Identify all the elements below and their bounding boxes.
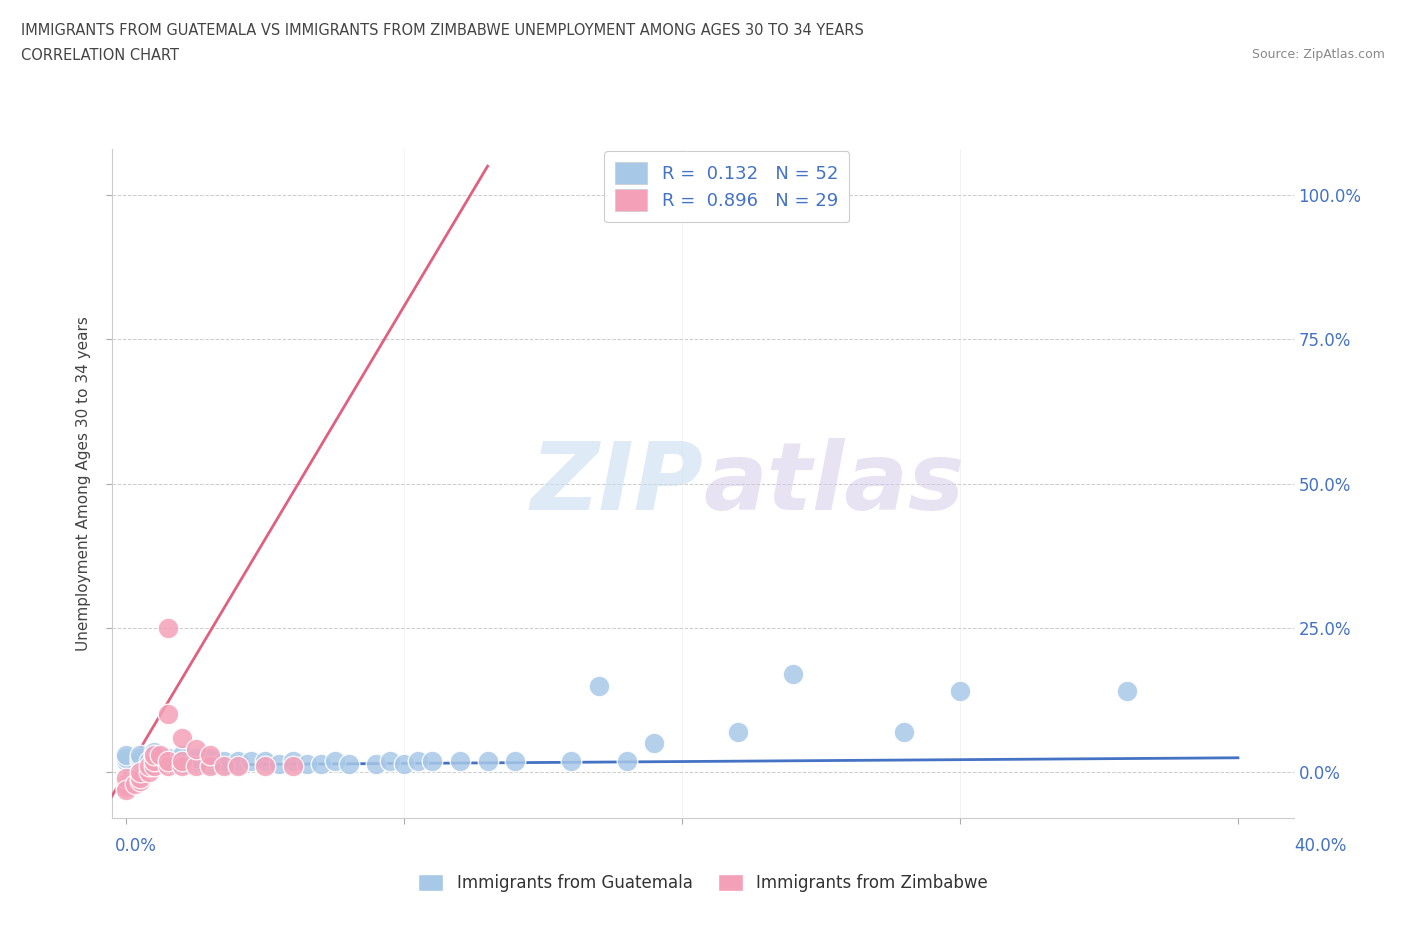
Y-axis label: Unemployment Among Ages 30 to 34 years: Unemployment Among Ages 30 to 34 years: [76, 316, 91, 651]
Point: [212, 756, 235, 771]
Point: [295, 756, 318, 771]
Point: [138, 753, 160, 768]
Point: [124, 777, 146, 791]
Point: [129, 751, 152, 765]
Point: [337, 756, 360, 771]
Point: [212, 753, 235, 768]
Point: [129, 748, 152, 763]
Point: [449, 753, 471, 768]
Point: [198, 759, 221, 774]
Point: [254, 753, 277, 768]
Point: [1115, 684, 1137, 698]
Point: [420, 753, 443, 768]
Point: [143, 753, 166, 768]
Point: [170, 753, 193, 768]
Point: [184, 751, 207, 765]
Point: [143, 753, 166, 768]
Point: [949, 684, 972, 698]
Point: [170, 756, 193, 771]
Point: [143, 748, 166, 763]
Point: [588, 678, 610, 693]
Point: [184, 742, 207, 757]
Text: Source: ZipAtlas.com: Source: ZipAtlas.com: [1251, 48, 1385, 61]
Point: [281, 759, 304, 774]
Point: [170, 759, 193, 774]
Point: [143, 751, 166, 765]
Point: [115, 777, 138, 791]
Point: [115, 771, 138, 786]
Point: [138, 759, 160, 774]
Text: CORRELATION CHART: CORRELATION CHART: [21, 48, 179, 63]
Point: [170, 730, 193, 745]
Point: [170, 748, 193, 763]
Point: [727, 724, 749, 739]
Text: 0.0%: 0.0%: [115, 837, 157, 856]
Point: [782, 667, 804, 682]
Point: [616, 753, 638, 768]
Point: [893, 724, 915, 739]
Point: [157, 620, 180, 635]
Legend: Immigrants from Guatemala, Immigrants from Zimbabwe: Immigrants from Guatemala, Immigrants fr…: [412, 867, 994, 898]
Point: [198, 751, 221, 765]
Point: [157, 753, 180, 768]
Point: [198, 756, 221, 771]
Point: [184, 759, 207, 774]
Point: [143, 748, 166, 763]
Point: [226, 759, 249, 774]
Point: [477, 753, 499, 768]
Point: [115, 782, 138, 797]
Text: atlas: atlas: [703, 438, 965, 529]
Point: [394, 756, 416, 771]
Point: [157, 707, 180, 722]
Point: [149, 748, 172, 763]
Point: [129, 774, 152, 789]
Point: [129, 764, 152, 779]
Point: [157, 751, 180, 765]
Point: [269, 756, 291, 771]
Text: ZIP: ZIP: [530, 438, 703, 529]
Point: [212, 759, 235, 774]
Point: [240, 753, 263, 768]
Point: [380, 753, 402, 768]
Point: [226, 756, 249, 771]
Point: [115, 751, 138, 765]
Point: [198, 748, 221, 763]
Point: [170, 751, 193, 765]
Point: [505, 753, 527, 768]
Point: [323, 753, 346, 768]
Point: [115, 779, 138, 794]
Legend: R =  0.132   N = 52, R =  0.896   N = 29: R = 0.132 N = 52, R = 0.896 N = 29: [605, 152, 849, 222]
Point: [138, 764, 160, 779]
Point: [281, 753, 304, 768]
Point: [643, 736, 665, 751]
Point: [143, 756, 166, 771]
Point: [184, 753, 207, 768]
Point: [143, 759, 166, 774]
Point: [143, 745, 166, 760]
Point: [198, 753, 221, 768]
Point: [226, 753, 249, 768]
Point: [366, 756, 388, 771]
Point: [129, 753, 152, 768]
Point: [157, 753, 180, 768]
Text: 40.0%: 40.0%: [1295, 837, 1347, 856]
Point: [560, 753, 582, 768]
Point: [254, 759, 277, 774]
Point: [157, 759, 180, 774]
Point: [170, 753, 193, 768]
Point: [129, 771, 152, 786]
Text: IMMIGRANTS FROM GUATEMALA VS IMMIGRANTS FROM ZIMBABWE UNEMPLOYMENT AMONG AGES 30: IMMIGRANTS FROM GUATEMALA VS IMMIGRANTS …: [21, 23, 863, 38]
Point: [115, 748, 138, 763]
Point: [115, 753, 138, 768]
Point: [406, 753, 429, 768]
Point: [309, 756, 332, 771]
